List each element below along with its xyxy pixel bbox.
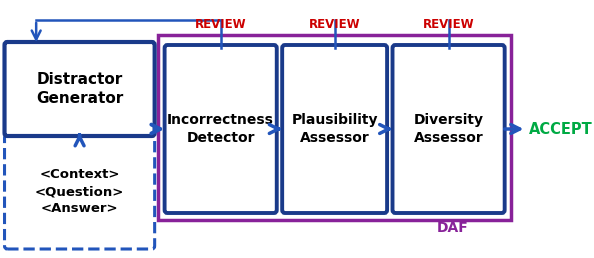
- Text: Incorrectness
Detector: Incorrectness Detector: [168, 113, 274, 145]
- FancyBboxPatch shape: [393, 45, 505, 213]
- FancyBboxPatch shape: [5, 42, 154, 136]
- Text: Diversity
Assessor: Diversity Assessor: [413, 113, 484, 145]
- Text: ACCEPT: ACCEPT: [529, 122, 593, 136]
- Text: REVIEW: REVIEW: [423, 18, 475, 31]
- Text: Distractor
Generator: Distractor Generator: [36, 72, 123, 106]
- Text: DAF: DAF: [437, 221, 468, 235]
- FancyBboxPatch shape: [165, 45, 277, 213]
- Text: REVIEW: REVIEW: [309, 18, 361, 31]
- Text: REVIEW: REVIEW: [195, 18, 247, 31]
- FancyBboxPatch shape: [158, 35, 511, 220]
- FancyBboxPatch shape: [5, 135, 154, 249]
- Text: Plausibility
Assessor: Plausibility Assessor: [292, 113, 378, 145]
- FancyBboxPatch shape: [282, 45, 387, 213]
- Text: <Context>
<Question>
<Answer>: <Context> <Question> <Answer>: [35, 168, 124, 215]
